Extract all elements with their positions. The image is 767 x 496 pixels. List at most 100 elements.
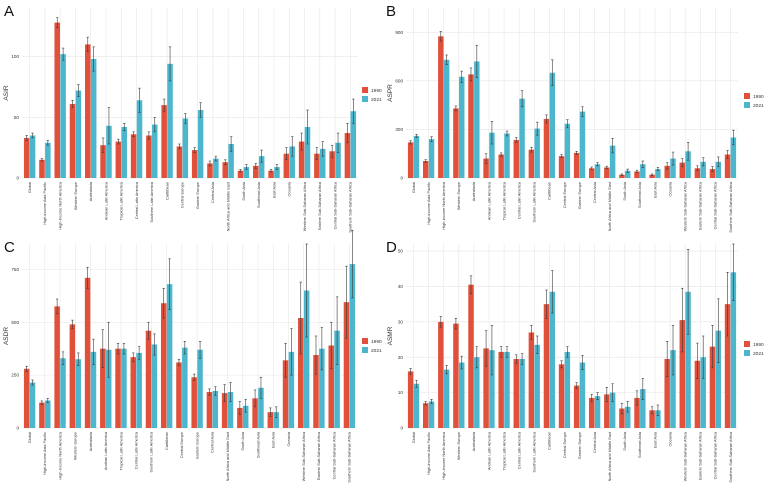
- bar-1990-13: [221, 393, 228, 428]
- bar-2021-10: [182, 347, 188, 428]
- bar-2021-3: [75, 359, 81, 428]
- bar-2021-7: [519, 98, 525, 178]
- bar-2021-14: [625, 170, 631, 178]
- x-category-label: Global: [27, 182, 32, 193]
- bar-2021-3: [75, 90, 82, 178]
- bar-1990-11: [191, 150, 198, 178]
- x-category-label: Southern Latin America: [149, 431, 154, 472]
- legend-swatch-2021: [744, 102, 750, 108]
- bar-2021-16: [655, 410, 661, 428]
- x-category-label: High-income North America: [57, 431, 62, 479]
- bar-1990-3: [453, 323, 459, 428]
- bar-2021-6: [121, 127, 127, 178]
- x-category-label: North Africa and Middle East: [225, 431, 230, 481]
- x-category-label: South Asia: [241, 181, 246, 200]
- legend-label: 1990: [371, 339, 382, 345]
- x-category-label: Central Latin America: [516, 431, 521, 469]
- bar-2021-7: [136, 352, 142, 428]
- bar-1990-7: [130, 357, 137, 428]
- bar-1990-15: [634, 397, 640, 428]
- y-tick-label: 10: [398, 390, 404, 395]
- y-axis-label: ASDR: [3, 327, 10, 345]
- bar-2021-13: [609, 392, 616, 428]
- bar-2021-7: [136, 100, 143, 178]
- bar-2021-19: [700, 161, 706, 178]
- bar-2021-2: [60, 358, 66, 428]
- y-tick-label: 0: [400, 426, 403, 431]
- bar-1990-2: [54, 306, 60, 428]
- legend-swatch-1990: [362, 338, 368, 344]
- bar-1990-7: [513, 139, 519, 178]
- bar-1990-10: [558, 364, 565, 428]
- x-category-label: Eastern Sub-Saharan Africa: [316, 431, 321, 480]
- y-tick-label: 900: [395, 30, 403, 35]
- bar-1990-5: [100, 348, 106, 428]
- bar-1990-5: [483, 158, 489, 178]
- bar-2021-1: [428, 401, 435, 428]
- y-tick-label: 100: [11, 54, 19, 59]
- bar-2021-9: [166, 284, 173, 428]
- bar-2021-15: [258, 387, 264, 428]
- bar-2021-0: [413, 383, 420, 428]
- bar-1990-5: [100, 145, 106, 178]
- x-category-label: High-income North America: [57, 181, 62, 229]
- bar-2021-18: [685, 151, 691, 178]
- x-category-label: Southern Sub-Saharan Africa: [348, 181, 353, 232]
- bar-1990-9: [160, 303, 167, 428]
- x-category-label: High-income Asia Pacific: [42, 432, 47, 475]
- x-category-label: Western Sub-Saharan Africa: [682, 431, 687, 481]
- y-tick-label: 750: [11, 267, 19, 272]
- x-category-label: Central Sub-Saharan Africa: [713, 181, 718, 229]
- bar-1990-13: [604, 167, 610, 178]
- x-category-label: Southern Sub-Saharan Africa: [347, 431, 352, 482]
- bar-1990-20: [328, 345, 334, 428]
- bar-2021-16: [274, 167, 280, 178]
- x-category-label: Australasia: [471, 181, 476, 201]
- bar-1990-6: [498, 154, 504, 178]
- bar-1990-20: [709, 346, 716, 428]
- bar-1990-1: [423, 161, 429, 178]
- bar-2021-17: [289, 146, 295, 178]
- bar-2021-5: [489, 132, 495, 178]
- x-category-label: Australasia: [88, 181, 93, 201]
- bar-2021-15: [640, 389, 646, 428]
- y-axis-label: ASMR: [387, 326, 394, 345]
- x-category-label: Southern Sub-Saharan Africa: [728, 431, 733, 482]
- bar-2021-12: [212, 390, 219, 428]
- bar-2021-21: [730, 137, 737, 178]
- x-category-label: High-income Asia Pacific: [42, 182, 47, 225]
- bar-1990-21: [343, 302, 350, 428]
- bar-1990-19: [314, 153, 320, 178]
- bar-1990-16: [649, 410, 655, 428]
- legend-label: 1990: [753, 94, 764, 100]
- chart-panel-a: A 0 50 100 ASIR Global High-income Asia Pacifi…: [3, 3, 382, 233]
- x-category-label: Global: [411, 182, 416, 193]
- x-category-label: Eastern Sub-Saharan Africa: [698, 431, 703, 480]
- x-category-label: North Africa and Middle East: [607, 431, 612, 481]
- bar-1990-9: [543, 304, 550, 428]
- bar-1990-19: [313, 355, 319, 428]
- x-category-label: Southern Latin America: [149, 181, 154, 222]
- x-category-label: Tropical Latin America: [501, 181, 506, 220]
- bar-1990-17: [282, 360, 289, 428]
- bar-2021-14: [625, 406, 631, 428]
- bar-2021-15: [258, 156, 265, 178]
- bar-2021-13: [609, 145, 616, 178]
- bar-1990-4: [468, 74, 474, 178]
- x-category-label: High-income Asia Pacific: [426, 432, 431, 475]
- bar-1990-12: [589, 168, 595, 178]
- legend-label: 2021: [371, 97, 382, 103]
- x-category-label: Southeast Asia: [637, 181, 642, 208]
- x-category-label: Central Sub-Saharan Africa: [332, 181, 337, 229]
- bar-1990-8: [528, 149, 535, 178]
- x-category-label: Andean Latin America: [486, 431, 491, 470]
- bar-1990-14: [237, 170, 244, 178]
- y-axis-label: ASIR: [3, 85, 10, 100]
- x-category-label: Western Europe: [73, 432, 78, 460]
- y-tick-label: 0: [16, 426, 19, 431]
- panel-label: D: [386, 239, 397, 256]
- legend-swatch-1990: [362, 87, 368, 93]
- x-category-label: South Asia: [622, 181, 627, 200]
- x-category-label: Caribbean: [547, 182, 552, 200]
- x-category-label: Eastern Europe: [577, 432, 582, 459]
